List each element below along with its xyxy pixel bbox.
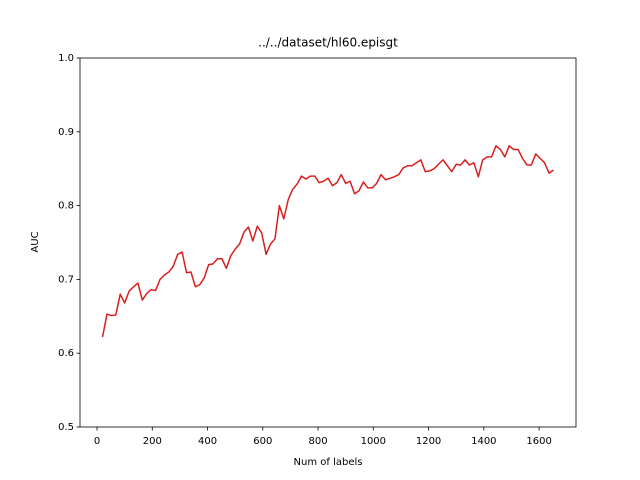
- x-tick-label: 1400: [471, 436, 496, 447]
- y-tick-label: 0.7: [58, 274, 74, 285]
- plot-frame: [79, 57, 577, 428]
- y-tick-label: 0.5: [58, 422, 74, 433]
- x-tick-label: 1200: [416, 436, 441, 447]
- x-tick-label: 0: [94, 436, 100, 447]
- y-tick-label: 0.8: [58, 201, 74, 212]
- x-tick-label: 600: [253, 436, 272, 447]
- y-tick-label: 0.9: [58, 127, 74, 138]
- x-tick-label: 200: [143, 436, 162, 447]
- x-tick-label: 1000: [361, 436, 386, 447]
- y-tick-label: 1.0: [58, 53, 74, 64]
- y-axis-label: AUC: [30, 231, 41, 252]
- x-tick-label: 1600: [526, 436, 551, 447]
- chart-title: ../../dataset/hl60.episgt: [258, 36, 398, 50]
- x-tick-label: 400: [198, 436, 217, 447]
- data-line: [101, 145, 554, 338]
- x-axis-label: Num of labels: [294, 457, 363, 468]
- y-tick-label: 0.6: [58, 348, 74, 359]
- x-tick-label: 800: [309, 436, 328, 447]
